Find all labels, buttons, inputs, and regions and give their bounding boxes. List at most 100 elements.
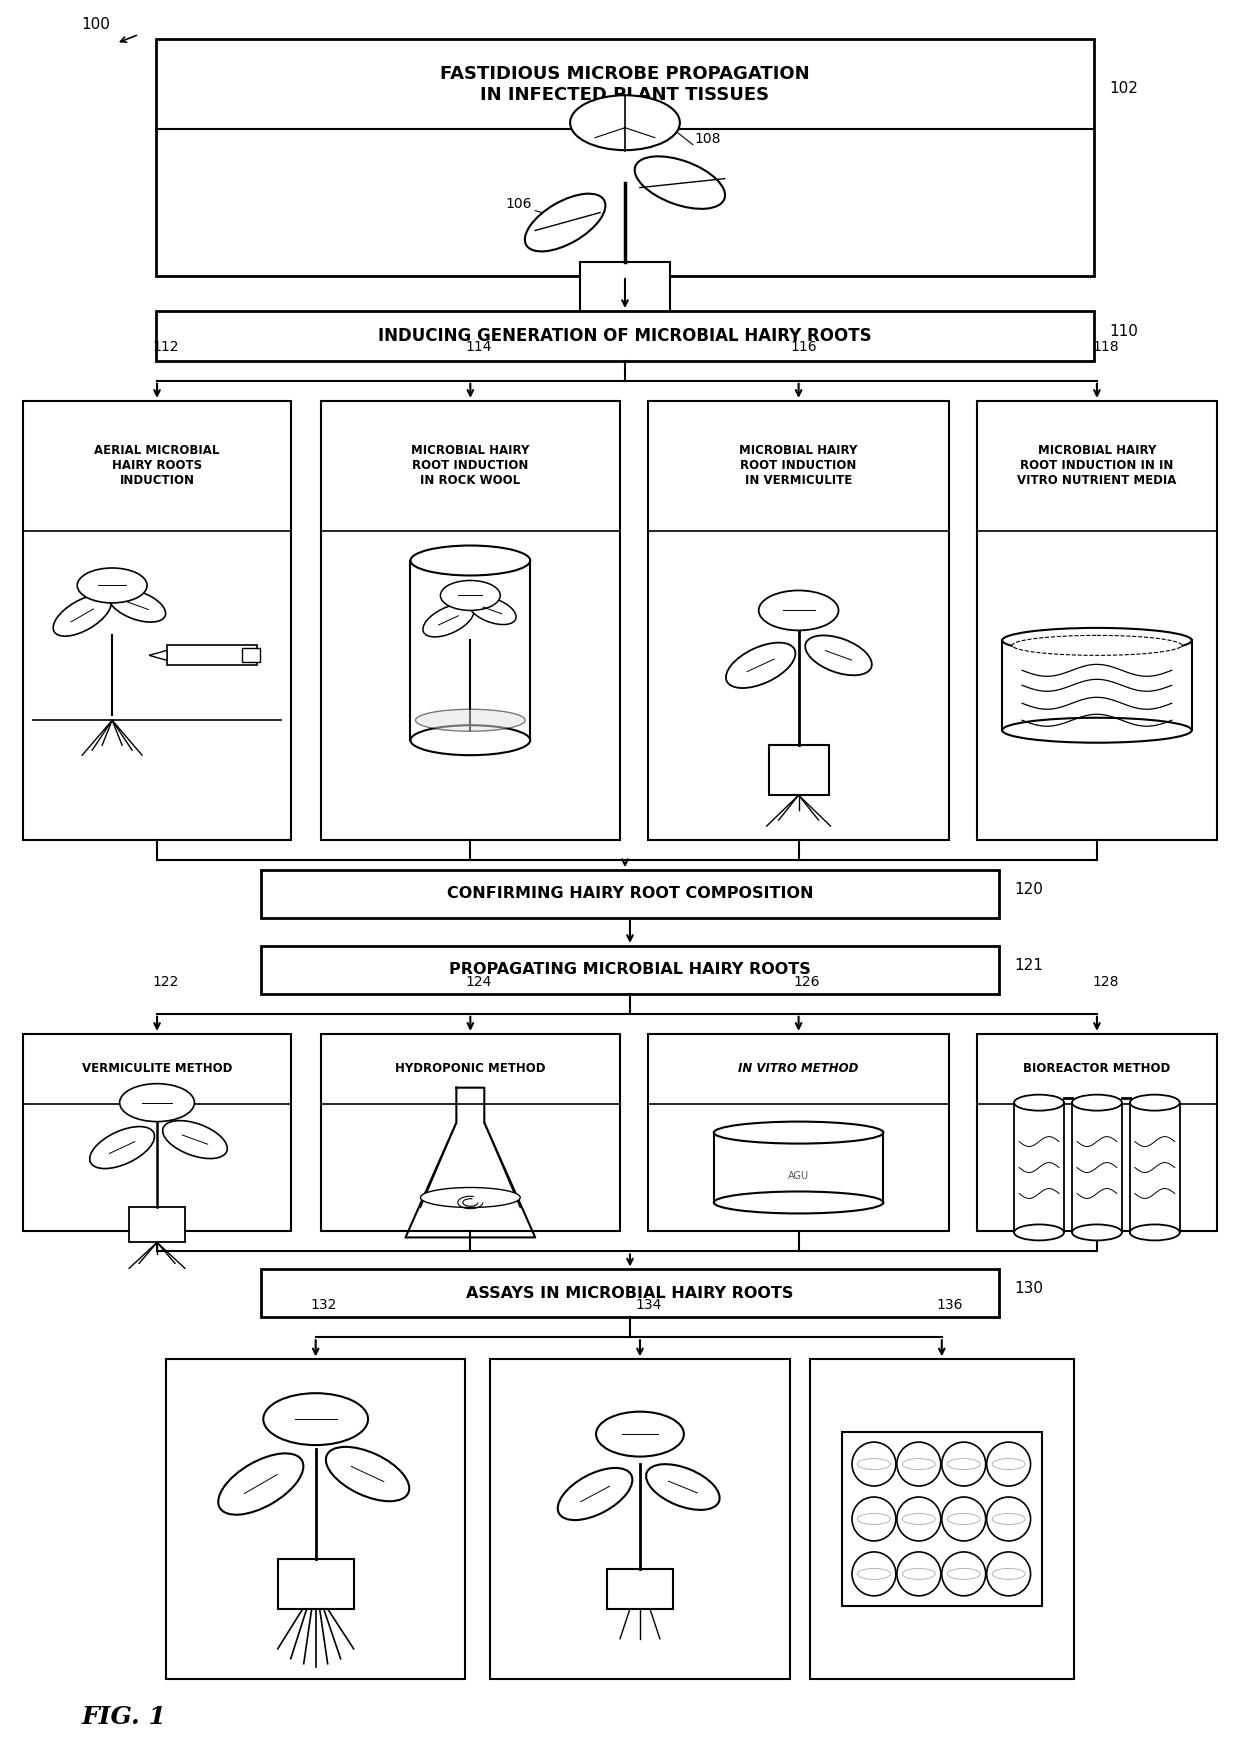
Bar — [321, 401, 620, 840]
Text: 110: 110 — [1109, 324, 1138, 340]
Text: 121: 121 — [1014, 958, 1043, 974]
Ellipse shape — [469, 597, 516, 625]
Circle shape — [852, 1497, 895, 1541]
Bar — [260, 1269, 999, 1317]
Bar — [769, 746, 828, 795]
Circle shape — [941, 1443, 986, 1487]
Bar — [167, 646, 257, 665]
Text: IN VITRO METHOD: IN VITRO METHOD — [738, 1063, 859, 1075]
Text: AERIAL MICROBIAL
HAIRY ROOTS
INDUCTION: AERIAL MICROBIAL HAIRY ROOTS INDUCTION — [94, 445, 219, 487]
Bar — [608, 1569, 673, 1609]
Text: 106: 106 — [505, 196, 532, 210]
Ellipse shape — [410, 546, 531, 576]
Text: 122: 122 — [153, 975, 179, 989]
Text: MICROBIAL HAIRY
ROOT INDUCTION
IN ROCK WOOL: MICROBIAL HAIRY ROOT INDUCTION IN ROCK W… — [412, 445, 529, 487]
Text: MICROBIAL HAIRY
ROOT INDUCTION
IN VERMICULITE: MICROBIAL HAIRY ROOT INDUCTION IN VERMIC… — [739, 445, 858, 487]
Circle shape — [897, 1497, 941, 1541]
Text: 134: 134 — [635, 1297, 661, 1311]
Ellipse shape — [1130, 1224, 1179, 1240]
Text: 100: 100 — [81, 18, 110, 32]
Ellipse shape — [858, 1459, 890, 1469]
Circle shape — [852, 1443, 895, 1487]
Ellipse shape — [420, 1187, 521, 1208]
Text: FIG. 1: FIG. 1 — [81, 1705, 166, 1728]
Text: 118: 118 — [1092, 340, 1118, 354]
Bar — [156, 39, 1094, 277]
Ellipse shape — [263, 1394, 368, 1445]
Polygon shape — [149, 650, 167, 660]
Bar — [260, 946, 999, 995]
Ellipse shape — [218, 1453, 304, 1515]
Circle shape — [941, 1551, 986, 1595]
Bar — [260, 870, 999, 918]
Text: AGU: AGU — [789, 1170, 810, 1180]
Circle shape — [941, 1497, 986, 1541]
Text: 102: 102 — [1109, 81, 1138, 96]
Text: 116: 116 — [791, 340, 817, 354]
Bar — [977, 1033, 1216, 1231]
Text: 108: 108 — [694, 131, 722, 145]
Circle shape — [987, 1551, 1030, 1595]
Ellipse shape — [558, 1467, 632, 1520]
Ellipse shape — [903, 1513, 935, 1525]
Text: 120: 120 — [1014, 883, 1043, 897]
Ellipse shape — [440, 581, 500, 611]
Ellipse shape — [1014, 1224, 1064, 1240]
Ellipse shape — [1012, 636, 1182, 655]
Bar — [156, 312, 1094, 361]
Bar — [810, 1359, 1074, 1679]
Bar — [580, 263, 670, 322]
Text: MICROBIAL HAIRY
ROOT INDUCTION IN IN
VITRO NUTRIENT MEDIA: MICROBIAL HAIRY ROOT INDUCTION IN IN VIT… — [1017, 445, 1177, 487]
Ellipse shape — [423, 604, 474, 637]
Ellipse shape — [714, 1191, 883, 1213]
Circle shape — [987, 1497, 1030, 1541]
Text: 136: 136 — [936, 1297, 963, 1311]
Text: VERMICULITE METHOD: VERMICULITE METHOD — [82, 1063, 232, 1075]
Ellipse shape — [903, 1459, 935, 1469]
Ellipse shape — [525, 194, 605, 252]
Ellipse shape — [947, 1569, 980, 1579]
Ellipse shape — [858, 1513, 890, 1525]
Circle shape — [987, 1443, 1030, 1487]
Text: ASSAYS IN MICROBIAL HAIRY ROOTS: ASSAYS IN MICROBIAL HAIRY ROOTS — [466, 1285, 794, 1301]
Ellipse shape — [635, 156, 725, 208]
Bar — [24, 1033, 290, 1231]
Ellipse shape — [646, 1464, 719, 1509]
Text: 128: 128 — [1092, 975, 1118, 989]
Ellipse shape — [759, 590, 838, 630]
Ellipse shape — [805, 636, 872, 676]
Circle shape — [852, 1551, 895, 1595]
Text: 126: 126 — [794, 975, 820, 989]
Ellipse shape — [714, 1122, 883, 1143]
Bar — [242, 648, 260, 662]
Text: CONFIRMING HAIRY ROOT COMPOSITION: CONFIRMING HAIRY ROOT COMPOSITION — [446, 886, 813, 902]
Ellipse shape — [1002, 718, 1192, 742]
Text: 114: 114 — [465, 340, 492, 354]
Text: 130: 130 — [1014, 1282, 1043, 1296]
Ellipse shape — [725, 643, 795, 688]
Text: 124: 124 — [465, 975, 492, 989]
Ellipse shape — [109, 588, 166, 622]
Bar — [166, 1359, 465, 1679]
Ellipse shape — [992, 1513, 1025, 1525]
Ellipse shape — [89, 1126, 155, 1168]
Ellipse shape — [858, 1569, 890, 1579]
Bar — [842, 1432, 1042, 1606]
Bar — [129, 1208, 185, 1243]
Bar — [649, 1033, 950, 1231]
Ellipse shape — [53, 595, 112, 636]
Ellipse shape — [1073, 1094, 1122, 1110]
Bar — [490, 1359, 790, 1679]
Ellipse shape — [77, 567, 148, 602]
Ellipse shape — [162, 1121, 227, 1159]
Bar — [649, 401, 950, 840]
Ellipse shape — [947, 1513, 980, 1525]
Ellipse shape — [410, 725, 531, 755]
Ellipse shape — [1073, 1224, 1122, 1240]
Ellipse shape — [1002, 629, 1192, 653]
Ellipse shape — [326, 1446, 409, 1501]
Ellipse shape — [903, 1569, 935, 1579]
Text: 112: 112 — [153, 340, 179, 354]
Text: HYDROPONIC METHOD: HYDROPONIC METHOD — [396, 1063, 546, 1075]
Bar — [24, 401, 290, 840]
